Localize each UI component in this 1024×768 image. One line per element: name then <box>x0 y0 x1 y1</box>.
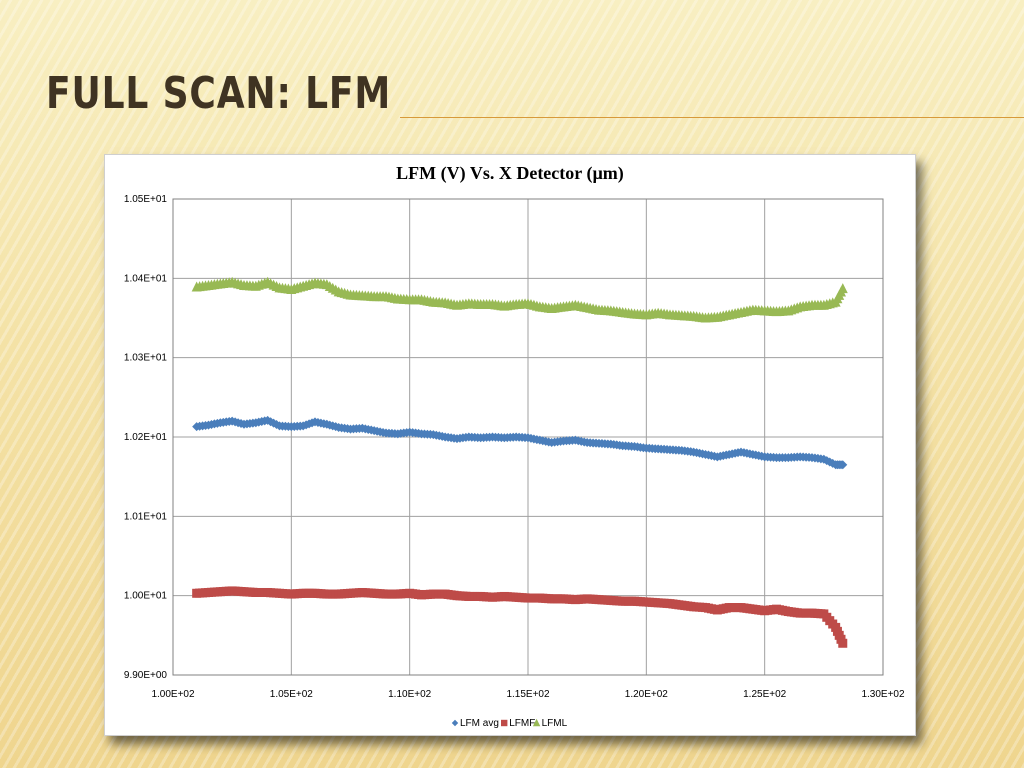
lfm-chart: LFM (V) Vs. X Detector (µm) 1.00E+02 1.05… <box>124 163 905 729</box>
legend-label: LFML <box>542 718 568 729</box>
slide-title: FULL SCAN: LFM <box>46 68 392 119</box>
x-tick-label: 1.30E+02 <box>861 689 905 700</box>
x-tick-label: 1.00E+02 <box>151 689 195 700</box>
y-tick-label: 1.04E+01 <box>124 273 168 284</box>
series-lfmf <box>192 586 848 648</box>
grid-lines <box>172 198 884 676</box>
legend-label: LFM avg <box>460 718 499 729</box>
data-point <box>838 638 848 648</box>
y-tick-label: 1.01E+01 <box>124 511 168 522</box>
y-tick-label: 1.02E+01 <box>124 432 168 443</box>
legend: LFM avg LFMF LFML <box>451 718 568 729</box>
plot-area <box>191 276 848 648</box>
series-lfml <box>191 276 848 323</box>
chart-title: LFM (V) Vs. X Detector (µm) <box>396 163 624 184</box>
y-tick-label: 9.90E+00 <box>124 670 168 681</box>
y-tick-label: 1.03E+01 <box>124 353 168 364</box>
x-tick-label: 1.10E+02 <box>388 689 432 700</box>
data-point <box>837 283 848 294</box>
x-tick-label: 1.05E+02 <box>270 689 314 700</box>
plot-border <box>172 198 884 676</box>
title-divider <box>400 117 1024 118</box>
data-point <box>838 460 848 470</box>
x-tick-label: 1.20E+02 <box>625 689 669 700</box>
legend-label: LFMF <box>509 718 535 729</box>
y-tick-label: 1.05E+01 <box>124 194 168 205</box>
legend-marker <box>501 719 508 727</box>
legend-marker <box>532 718 541 727</box>
x-tick-label: 1.25E+02 <box>743 689 787 700</box>
y-tick-label: 1.00E+01 <box>124 591 168 602</box>
series-lfm-avg <box>192 415 848 470</box>
chart-panel: LFM (V) Vs. X Detector (µm) 1.00E+02 1.05… <box>104 154 916 736</box>
legend-marker <box>451 719 459 727</box>
axis-ticks: 1.00E+02 1.05E+02 1.10E+02 1.15E+02 1.20E+02… <box>124 194 905 700</box>
x-tick-label: 1.15E+02 <box>506 689 550 700</box>
